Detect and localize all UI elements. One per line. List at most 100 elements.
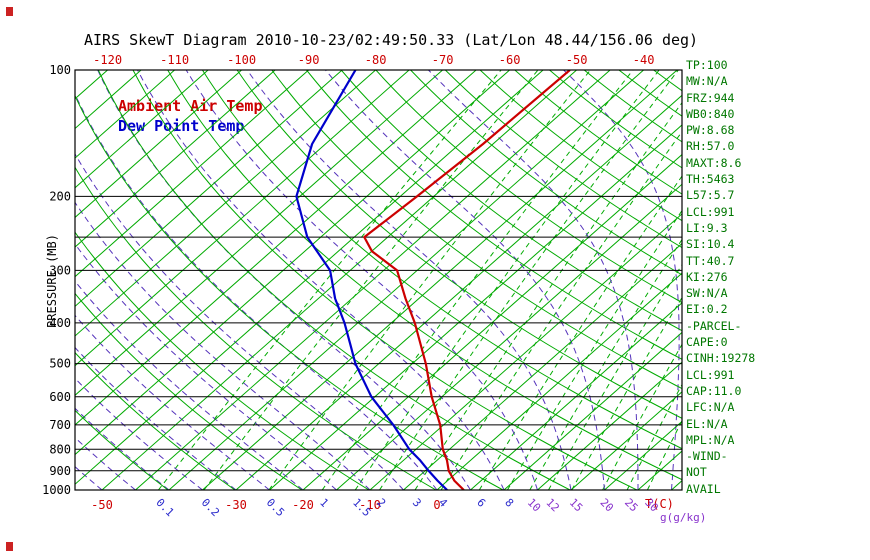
dry-adiabat-line <box>97 70 571 490</box>
dry-adiabat-line <box>75 166 437 490</box>
dry-adiabat-line <box>375 70 682 304</box>
mixing-ratio-tick-label: 0.2 <box>199 496 222 519</box>
isotherm-line <box>470 302 682 490</box>
stats-line: -WIND- <box>686 449 728 464</box>
corner-mark-top <box>6 7 13 16</box>
grid-pressure-lines <box>75 70 682 490</box>
mixing-ratio-tick-label: 15 <box>567 496 586 515</box>
mixing-ratio-line <box>379 70 679 490</box>
axis-labels: 1002003004005006007008009001000PRESSURE … <box>42 53 706 524</box>
mixing-ratio-tick-label: 12 <box>543 496 562 515</box>
stats-line: EI:0.2 <box>686 302 728 317</box>
dry-adiabat-line <box>201 70 682 450</box>
isotherm-line <box>202 70 678 490</box>
mixing-ratio-line <box>268 70 591 490</box>
mixing-ratio-line <box>478 175 682 490</box>
dry-adiabat-line <box>75 94 504 490</box>
dry-adiabat-line <box>583 70 682 143</box>
dry-adiabat-line <box>236 70 682 419</box>
grid-isotherms <box>75 70 682 490</box>
plot-border <box>74 69 683 491</box>
moist-adiabat-line <box>428 70 639 490</box>
stats-line: LFC:N/A <box>686 400 735 415</box>
isotherm-line <box>101 70 577 490</box>
stats-line: CINH:19278 <box>686 351 756 366</box>
stats-line: CAPE:0 <box>686 335 728 350</box>
mixing-ratio-tick-label: 8 <box>502 496 516 510</box>
top-temp-tick-label: -90 <box>298 53 320 67</box>
mixing-ratio-line <box>414 101 682 490</box>
moist-adiabat-line <box>75 314 270 490</box>
isotherm-line <box>302 153 682 490</box>
isotherm-line <box>235 94 682 490</box>
bottom-temp-tick-label: -30 <box>225 498 247 512</box>
moist-adiabat-line <box>246 70 572 490</box>
stats-line: MPL:N/A <box>686 432 735 447</box>
isotherm-line <box>75 70 309 278</box>
mixing-ratio-tick-label: 20 <box>598 496 617 515</box>
isotherm-line <box>336 183 682 490</box>
moist-adiabat-line <box>75 407 170 490</box>
mixing-ratio-line <box>646 419 682 490</box>
dry-adiabat-line <box>410 70 682 276</box>
stats-line: LI:9.3 <box>686 220 728 235</box>
mixing-ratio-line <box>354 70 660 490</box>
ambient-temp-profile <box>363 70 571 490</box>
top-temp-tick-label: -70 <box>432 53 454 67</box>
isotherm-line <box>75 70 376 337</box>
stats-line: EL:N/A <box>686 416 728 431</box>
stats-line: SI:10.4 <box>686 237 735 252</box>
stats-line: KI:276 <box>686 269 728 284</box>
moist-adiabat-line <box>0 70 35 490</box>
dry-adiabat-line <box>306 70 682 360</box>
isotherm-line <box>503 331 682 490</box>
dry-adiabat-line <box>340 70 682 332</box>
profiles-group <box>295 70 571 490</box>
stats-line: TP:100 <box>686 58 728 72</box>
dry-adiabat-line <box>444 70 682 249</box>
stats-line: L57:5.7 <box>686 188 735 203</box>
stats-line: RH:57.0 <box>686 139 735 154</box>
grid-dry-adiabats <box>75 70 682 490</box>
mixing-ratio-tick-label: 0.5 <box>264 496 287 519</box>
isotherm-line <box>75 70 477 426</box>
stats-line: AVAIL <box>686 481 721 496</box>
grid-mixing-ratio-lines <box>158 70 682 490</box>
isotherm-line <box>403 242 682 490</box>
mixing-ratio-tick-label: 10 <box>525 496 544 515</box>
bottom-temp-tick-label: -20 <box>292 498 314 512</box>
isotherm-line <box>75 70 510 456</box>
stats-panel: TP:100 MW:N/A FRZ:944 WB0:840 PW:8.68 RH:57.0… <box>686 57 755 497</box>
dry-adiabat-line <box>132 70 638 490</box>
dew-point-profile <box>295 70 448 490</box>
top-temp-tick-label: -60 <box>499 53 521 67</box>
isotherm-line <box>75 70 209 189</box>
isotherm-line <box>75 70 343 308</box>
stats-line: SW:N/A <box>686 286 728 301</box>
moist-adiabat-line <box>75 93 438 490</box>
stats-line: PW:8.68 <box>686 123 735 138</box>
bottom-temp-tick-label: 0 <box>433 498 440 512</box>
top-temp-tick-label: -100 <box>227 53 256 67</box>
isotherm-line <box>75 70 276 248</box>
isotherm-line <box>537 361 682 490</box>
stats-line: MAXT:8.6 <box>686 155 742 170</box>
isotherm-line <box>75 70 175 159</box>
dry-adiabat-line <box>75 409 169 490</box>
isotherm-line <box>570 391 682 490</box>
moist-adiabat-line <box>75 280 304 490</box>
chart-title: AIRS SkewT Diagram 2010-10-23/02:49:50.3… <box>84 31 699 49</box>
dry-adiabat-line <box>75 231 370 490</box>
pressure-tick-label: 600 <box>49 390 71 404</box>
mixing-ratio-tick-label: 3 <box>410 496 424 510</box>
stats-line: MW:N/A <box>686 74 728 89</box>
pressure-tick-label: 800 <box>49 442 71 456</box>
temp-unit-label: T(C) <box>645 497 674 511</box>
moist-adiabat-line <box>75 346 237 490</box>
mixing-ratio-line <box>158 70 502 490</box>
mixing-ratio-line <box>529 238 682 490</box>
isotherm-line <box>369 213 682 490</box>
stats-line: WB0:840 <box>686 106 735 121</box>
